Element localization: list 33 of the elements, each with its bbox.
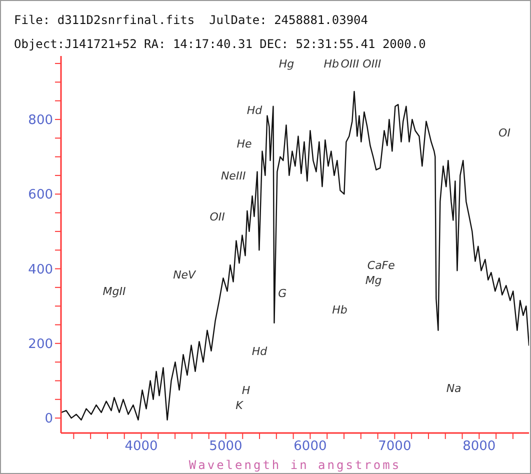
annotation: G <box>278 286 287 300</box>
annotation: NeV <box>173 268 198 282</box>
annotation: OIII <box>362 57 382 70</box>
annotation: Hd <box>252 344 268 358</box>
annotation: Hg <box>278 57 294 70</box>
x-tick-label: 7000 <box>378 439 412 454</box>
annotation: OIII <box>340 57 360 70</box>
line-series <box>61 90 529 421</box>
annotation: Na <box>446 382 462 396</box>
y-tick-label: 600 <box>28 188 53 203</box>
annotation: He <box>236 138 252 151</box>
annotation: OI <box>498 126 510 140</box>
y-tick-label: 800 <box>28 113 53 128</box>
x-tick-label: 6000 <box>294 439 327 454</box>
annotation: OII <box>210 210 225 224</box>
annotation: MgII <box>102 285 126 298</box>
x-tick-label: 8000 <box>462 439 496 454</box>
y-tick-label: 0 <box>44 412 53 427</box>
chart-title: File: d311D2snrfinal.fits JulDate: 2458881.03904 <box>14 13 368 27</box>
annotation: Mg <box>365 274 382 287</box>
annotation: CaFe <box>367 258 396 272</box>
annotation: K <box>236 398 244 412</box>
x-tick-label: 4000 <box>124 439 158 454</box>
x-tick-label: 5000 <box>209 439 242 454</box>
y-tick-label: 200 <box>28 337 53 352</box>
annotation: NeIII <box>220 169 246 182</box>
annotation: Hd <box>246 104 264 118</box>
annotation: H <box>242 384 250 397</box>
chart-subtitle: Object:J141721+52 RA: 14:17:40.31 DEC: 52:31:55.41 2000.0 <box>14 37 426 51</box>
y-tick-label: 400 <box>28 262 53 278</box>
annotation: Hb <box>332 304 348 317</box>
annotation: Hb <box>324 57 339 70</box>
x-axis-title: Wavelength in angstroms <box>188 458 402 472</box>
